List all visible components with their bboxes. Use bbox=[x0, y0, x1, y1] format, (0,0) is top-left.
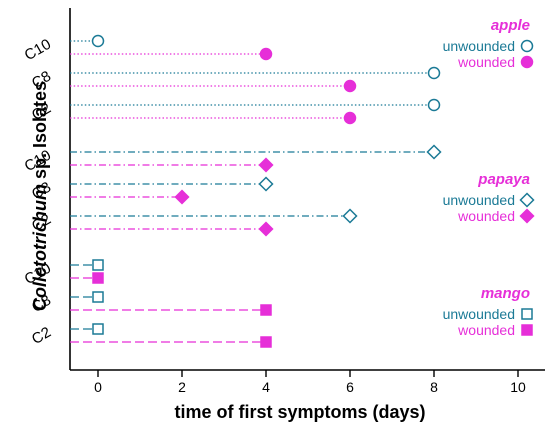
y-axis-label-rest: sp. Isolates bbox=[30, 81, 50, 184]
legend-title-apple: apple bbox=[491, 17, 530, 34]
apple-wounded-point bbox=[259, 47, 273, 61]
apple-unwounded-point bbox=[91, 34, 105, 48]
x-ticks: 0 2 4 6 8 10 bbox=[94, 370, 526, 395]
group-papaya bbox=[70, 144, 442, 237]
legend-label-papaya-unwounded: unwounded bbox=[443, 192, 515, 208]
legend-label-mango-unwounded: unwounded bbox=[443, 306, 515, 322]
x-tick-label: 2 bbox=[178, 379, 186, 395]
legend-label-papaya-wounded: wounded bbox=[457, 208, 515, 224]
x-tick-label: 4 bbox=[262, 379, 270, 395]
apple-wounded-point bbox=[343, 111, 357, 125]
papaya-unwounded-point bbox=[342, 208, 358, 224]
legend-marker-papaya-unwounded bbox=[519, 192, 535, 208]
papaya-unwounded-point bbox=[426, 144, 442, 160]
y-axis-label-genus: Colletotrichum bbox=[30, 184, 50, 311]
papaya-wounded-point bbox=[258, 157, 274, 173]
mango-wounded-point bbox=[260, 304, 272, 316]
mango-wounded-point bbox=[260, 336, 272, 348]
legends: appleunwoundedwoundedpapayaunwoundedwoun… bbox=[443, 17, 535, 338]
legend-marker-mango-wounded bbox=[521, 324, 533, 336]
x-tick-label: 6 bbox=[346, 379, 354, 395]
mango-wounded-point bbox=[92, 272, 104, 284]
y-tick-label: C2 bbox=[29, 324, 54, 348]
apple-wounded-point bbox=[343, 79, 357, 93]
legend-title-papaya: papaya bbox=[477, 171, 530, 188]
x-tick-label: 0 bbox=[94, 379, 102, 395]
plot-area bbox=[70, 34, 442, 348]
legend-label-apple-wounded: wounded bbox=[457, 54, 515, 70]
x-tick-label: 10 bbox=[510, 379, 526, 395]
mango-unwounded-point bbox=[92, 323, 104, 335]
apple-unwounded-point bbox=[427, 66, 441, 80]
legend-label-apple-unwounded: unwounded bbox=[443, 38, 515, 54]
legend-label-mango-wounded: wounded bbox=[457, 322, 515, 338]
papaya-wounded-point bbox=[174, 189, 190, 205]
apple-unwounded-point bbox=[427, 98, 441, 112]
x-axis-label: time of first symptoms (days) bbox=[174, 402, 425, 422]
mango-unwounded-point bbox=[92, 291, 104, 303]
group-mango bbox=[70, 259, 272, 348]
y-axis-label: Colletotrichum sp. Isolates bbox=[30, 81, 50, 311]
papaya-wounded-point bbox=[258, 221, 274, 237]
mango-unwounded-point bbox=[92, 259, 104, 271]
y-tick-label: C10 bbox=[22, 36, 54, 64]
legend-marker-apple-wounded bbox=[520, 55, 534, 69]
legend-marker-papaya-wounded bbox=[519, 208, 535, 224]
group-apple bbox=[70, 34, 441, 125]
legend-marker-mango-unwounded bbox=[521, 308, 533, 320]
x-tick-label: 8 bbox=[430, 379, 438, 395]
legend-title-mango: mango bbox=[481, 285, 530, 302]
legend-marker-apple-unwounded bbox=[520, 39, 534, 53]
papaya-unwounded-point bbox=[258, 176, 274, 192]
